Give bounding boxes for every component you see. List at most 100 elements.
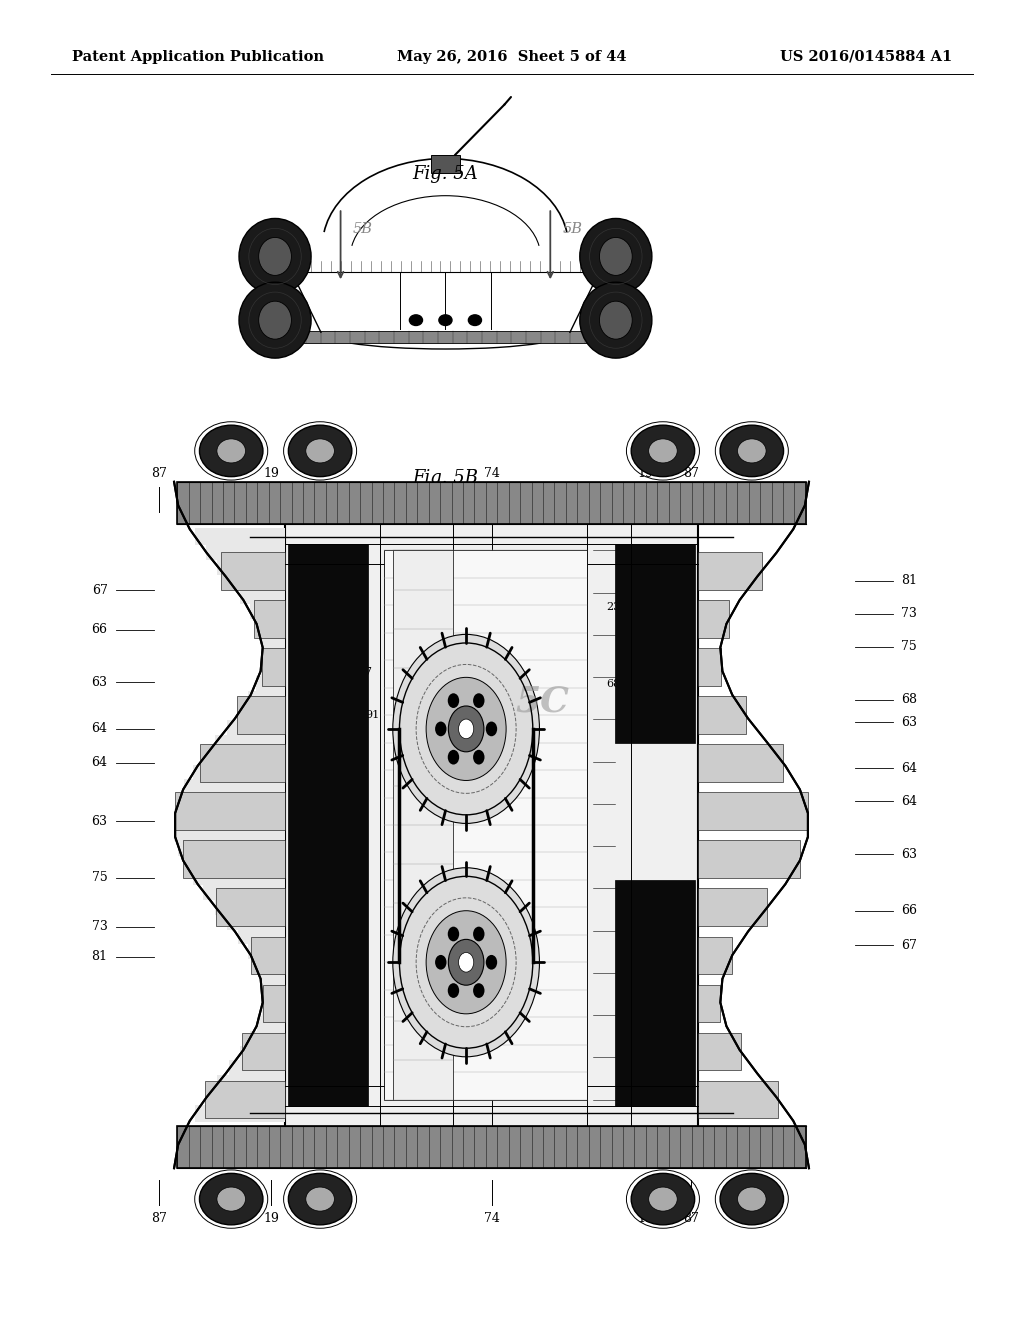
Bar (250, 1031, 285, 1048)
Ellipse shape (289, 425, 352, 477)
Ellipse shape (200, 425, 263, 477)
Ellipse shape (306, 1187, 335, 1212)
Ellipse shape (239, 218, 311, 294)
Text: 91: 91 (344, 834, 358, 845)
Bar (263, 647, 285, 664)
Bar (261, 972, 285, 989)
Text: 7: 7 (353, 854, 360, 865)
Circle shape (447, 983, 459, 998)
Circle shape (473, 750, 484, 764)
Text: May 26, 2016  Sheet 5 of 44: May 26, 2016 Sheet 5 of 44 (397, 50, 627, 63)
Bar (261, 661, 285, 678)
Text: 91: 91 (366, 710, 380, 721)
Bar (248, 942, 285, 960)
Bar (698, 648, 722, 686)
Text: 64: 64 (91, 756, 108, 770)
Bar (174, 809, 285, 826)
Text: 74: 74 (483, 467, 500, 480)
Bar (195, 1105, 285, 1122)
Ellipse shape (720, 425, 783, 477)
Bar (239, 705, 285, 722)
Circle shape (485, 954, 498, 970)
Ellipse shape (648, 1187, 677, 1212)
Bar (217, 557, 285, 576)
Bar (248, 690, 285, 708)
Bar (250, 602, 285, 619)
Bar (203, 883, 285, 900)
Bar (698, 937, 732, 974)
Ellipse shape (410, 315, 423, 326)
Ellipse shape (200, 1173, 263, 1225)
Text: 87: 87 (683, 1212, 699, 1225)
Circle shape (459, 719, 474, 739)
Bar (262, 1001, 285, 1019)
Bar (215, 735, 285, 752)
Ellipse shape (737, 1187, 766, 1212)
Text: 67: 67 (901, 939, 918, 952)
Bar (205, 1081, 285, 1118)
Bar (206, 543, 285, 560)
Circle shape (435, 722, 446, 737)
Bar (256, 676, 285, 693)
Text: 75: 75 (901, 640, 916, 653)
Bar (221, 552, 285, 590)
Bar (215, 898, 285, 915)
Text: 87: 87 (744, 467, 761, 480)
Ellipse shape (239, 282, 311, 358)
Text: 87: 87 (744, 1212, 761, 1225)
Text: 73: 73 (91, 920, 108, 933)
Circle shape (393, 867, 540, 1057)
Bar (229, 1060, 285, 1077)
Text: 63: 63 (901, 847, 918, 861)
Text: 10: 10 (342, 624, 356, 635)
Text: 5B: 5B (562, 222, 583, 236)
Circle shape (449, 940, 484, 985)
Ellipse shape (439, 315, 452, 326)
Text: 8: 8 (354, 605, 361, 615)
Circle shape (459, 953, 474, 972)
Circle shape (473, 693, 484, 708)
Bar (184, 779, 285, 796)
Bar (227, 721, 285, 738)
Bar (251, 937, 285, 974)
Bar (200, 744, 285, 781)
Bar (384, 550, 587, 1100)
Text: 81: 81 (901, 574, 918, 587)
Bar (289, 544, 368, 1106)
Bar (292, 331, 599, 343)
Bar (257, 616, 285, 634)
Text: Patent Application Publication: Patent Application Publication (72, 50, 324, 63)
Text: 51: 51 (339, 935, 353, 945)
Circle shape (449, 706, 484, 752)
Text: Fig. 5B: Fig. 5B (413, 469, 478, 487)
Circle shape (426, 911, 506, 1014)
Text: 63: 63 (901, 715, 918, 729)
Polygon shape (174, 482, 809, 1168)
Bar (216, 888, 285, 927)
Text: 11: 11 (342, 692, 356, 702)
Bar (203, 750, 285, 767)
Ellipse shape (217, 1187, 246, 1212)
Bar (217, 1074, 285, 1093)
Bar (206, 1090, 285, 1107)
Text: 81: 81 (91, 950, 108, 964)
Text: Fig. 5A: Fig. 5A (413, 165, 478, 183)
Bar (238, 696, 285, 734)
Bar (698, 888, 767, 927)
Circle shape (447, 750, 459, 764)
Bar (698, 792, 808, 830)
Text: 23: 23 (326, 932, 340, 942)
Ellipse shape (289, 1173, 352, 1225)
Bar (182, 841, 285, 878)
Circle shape (426, 677, 506, 780)
Text: 5C: 5C (515, 685, 569, 718)
Text: 66: 66 (901, 904, 918, 917)
Bar (195, 528, 285, 545)
Ellipse shape (468, 315, 481, 326)
Bar (698, 985, 721, 1022)
Circle shape (473, 983, 484, 998)
Bar (257, 1016, 285, 1034)
Text: 87: 87 (222, 467, 239, 480)
Text: 87: 87 (222, 1212, 239, 1225)
Text: 74: 74 (483, 1212, 500, 1225)
